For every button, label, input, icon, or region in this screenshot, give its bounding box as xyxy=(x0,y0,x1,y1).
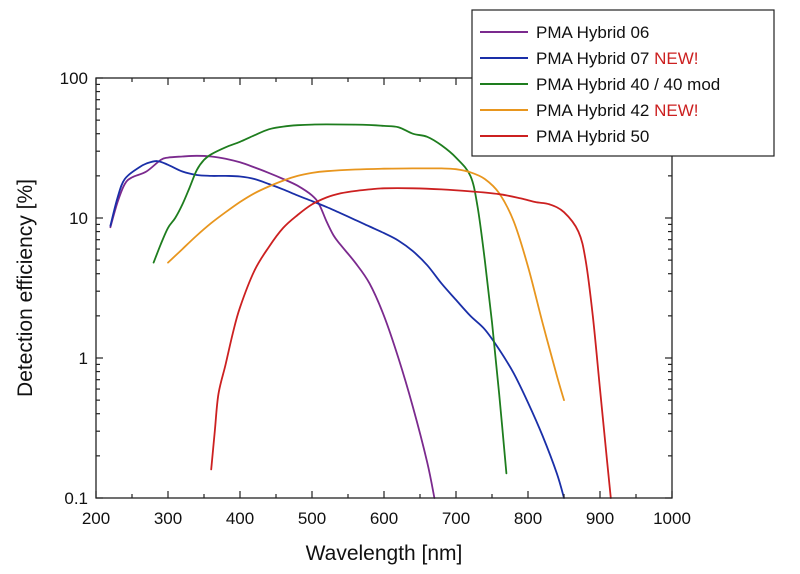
legend-label: PMA Hybrid 42 NEW! xyxy=(536,101,699,120)
x-tick-label: 700 xyxy=(442,509,470,528)
series-line-2 xyxy=(109,160,565,499)
legend-label: PMA Hybrid 06 xyxy=(536,23,649,42)
y-tick-label: 0.1 xyxy=(64,489,88,508)
x-tick-label: 500 xyxy=(298,509,326,528)
series-line-3 xyxy=(152,123,508,475)
legend-label: PMA Hybrid 50 xyxy=(536,127,649,146)
legend-label: PMA Hybrid 07 NEW! xyxy=(536,49,699,68)
series-line-5 xyxy=(210,187,612,499)
x-tick-label: 400 xyxy=(226,509,254,528)
legend-label: PMA Hybrid 40 / 40 mod xyxy=(536,75,720,94)
series-line-4 xyxy=(167,167,565,401)
legend: PMA Hybrid 06 PMA Hybrid 07 NEW! PMA Hybri… xyxy=(471,9,775,157)
x-tick-label: 200 xyxy=(82,509,110,528)
x-tick-label: 1000 xyxy=(653,509,691,528)
x-tick-label: 300 xyxy=(154,509,182,528)
axis-ticks: 200 300 400 500 600 700 800 900 1000 0.1 1 10 100 xyxy=(60,69,691,528)
x-tick-label: 900 xyxy=(586,509,614,528)
y-tick-label: 1 xyxy=(79,349,88,368)
y-axis-title: Detection efficiency [%] xyxy=(14,179,37,397)
x-tick-label: 600 xyxy=(370,509,398,528)
x-axis-title: Wavelength [nm] xyxy=(306,542,463,565)
x-tick-label: 800 xyxy=(514,509,542,528)
y-tick-label: 100 xyxy=(60,69,88,88)
new-badge: NEW! xyxy=(649,101,698,120)
series-line-1 xyxy=(109,154,436,499)
y-tick-label: 10 xyxy=(69,209,88,228)
series-layer xyxy=(109,123,612,499)
new-badge: NEW! xyxy=(649,49,698,68)
